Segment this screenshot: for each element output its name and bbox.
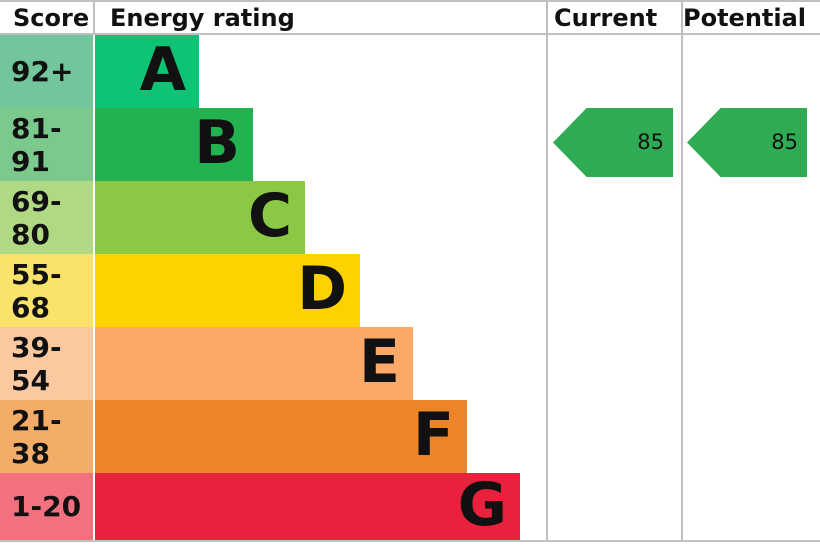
band-row: 92+ A (0, 35, 546, 108)
band-letter: E (359, 326, 400, 397)
band-letter: C (247, 180, 292, 251)
band-score-cell: 69-80 (0, 181, 93, 254)
band-letter: F (413, 399, 454, 470)
band-bar: E (95, 327, 413, 400)
band-bar: F (95, 400, 467, 473)
chart-header: Score Energy rating Current Potential (0, 2, 820, 33)
current-rating-value: 85 (637, 130, 664, 154)
band-row: 39-54 E (0, 327, 546, 400)
current-column-header: Current (554, 4, 658, 32)
band-score-cell: 81-91 (0, 108, 93, 181)
band-letter: A (139, 34, 186, 105)
potential-column-header: Potential (683, 4, 807, 32)
potential-rating-value: 85 (771, 130, 798, 154)
band-score-cell: 1-20 (0, 473, 93, 540)
band-row: 1-20 G (0, 473, 546, 540)
potential-column-divider-line (681, 0, 683, 542)
band-row: 69-80 C (0, 181, 546, 254)
band-row: 21-38 F (0, 400, 546, 473)
band-score-cell: 21-38 (0, 400, 93, 473)
band-score-cell: 55-68 (0, 254, 93, 327)
band-letter: G (457, 469, 507, 540)
band-letter: D (297, 253, 347, 324)
band-row: 55-68 D (0, 254, 546, 327)
band-letter: B (194, 107, 240, 178)
band-bar: C (95, 181, 305, 254)
top-border (0, 0, 820, 2)
band-row: 81-91 B (0, 108, 546, 181)
score-column-divider-line (93, 0, 95, 33)
band-rows: 92+ A 81-91 B 69-80 C 55-68 D 39-54 E 21… (0, 35, 546, 540)
band-score-cell: 92+ (0, 35, 93, 108)
band-bar: G (95, 473, 520, 540)
current-column-divider-line (546, 0, 548, 542)
current-rating-arrow: 85 (553, 108, 673, 177)
band-score-cell: 39-54 (0, 327, 93, 400)
energy-rating-column-header: Energy rating (110, 4, 295, 32)
band-bar: B (95, 108, 253, 181)
band-bar: D (95, 254, 360, 327)
potential-rating-arrow: 85 (687, 108, 807, 177)
header-divider-line (0, 33, 820, 35)
score-column-header: Score (13, 4, 90, 32)
bottom-border (0, 540, 820, 542)
band-bar: A (95, 35, 199, 108)
